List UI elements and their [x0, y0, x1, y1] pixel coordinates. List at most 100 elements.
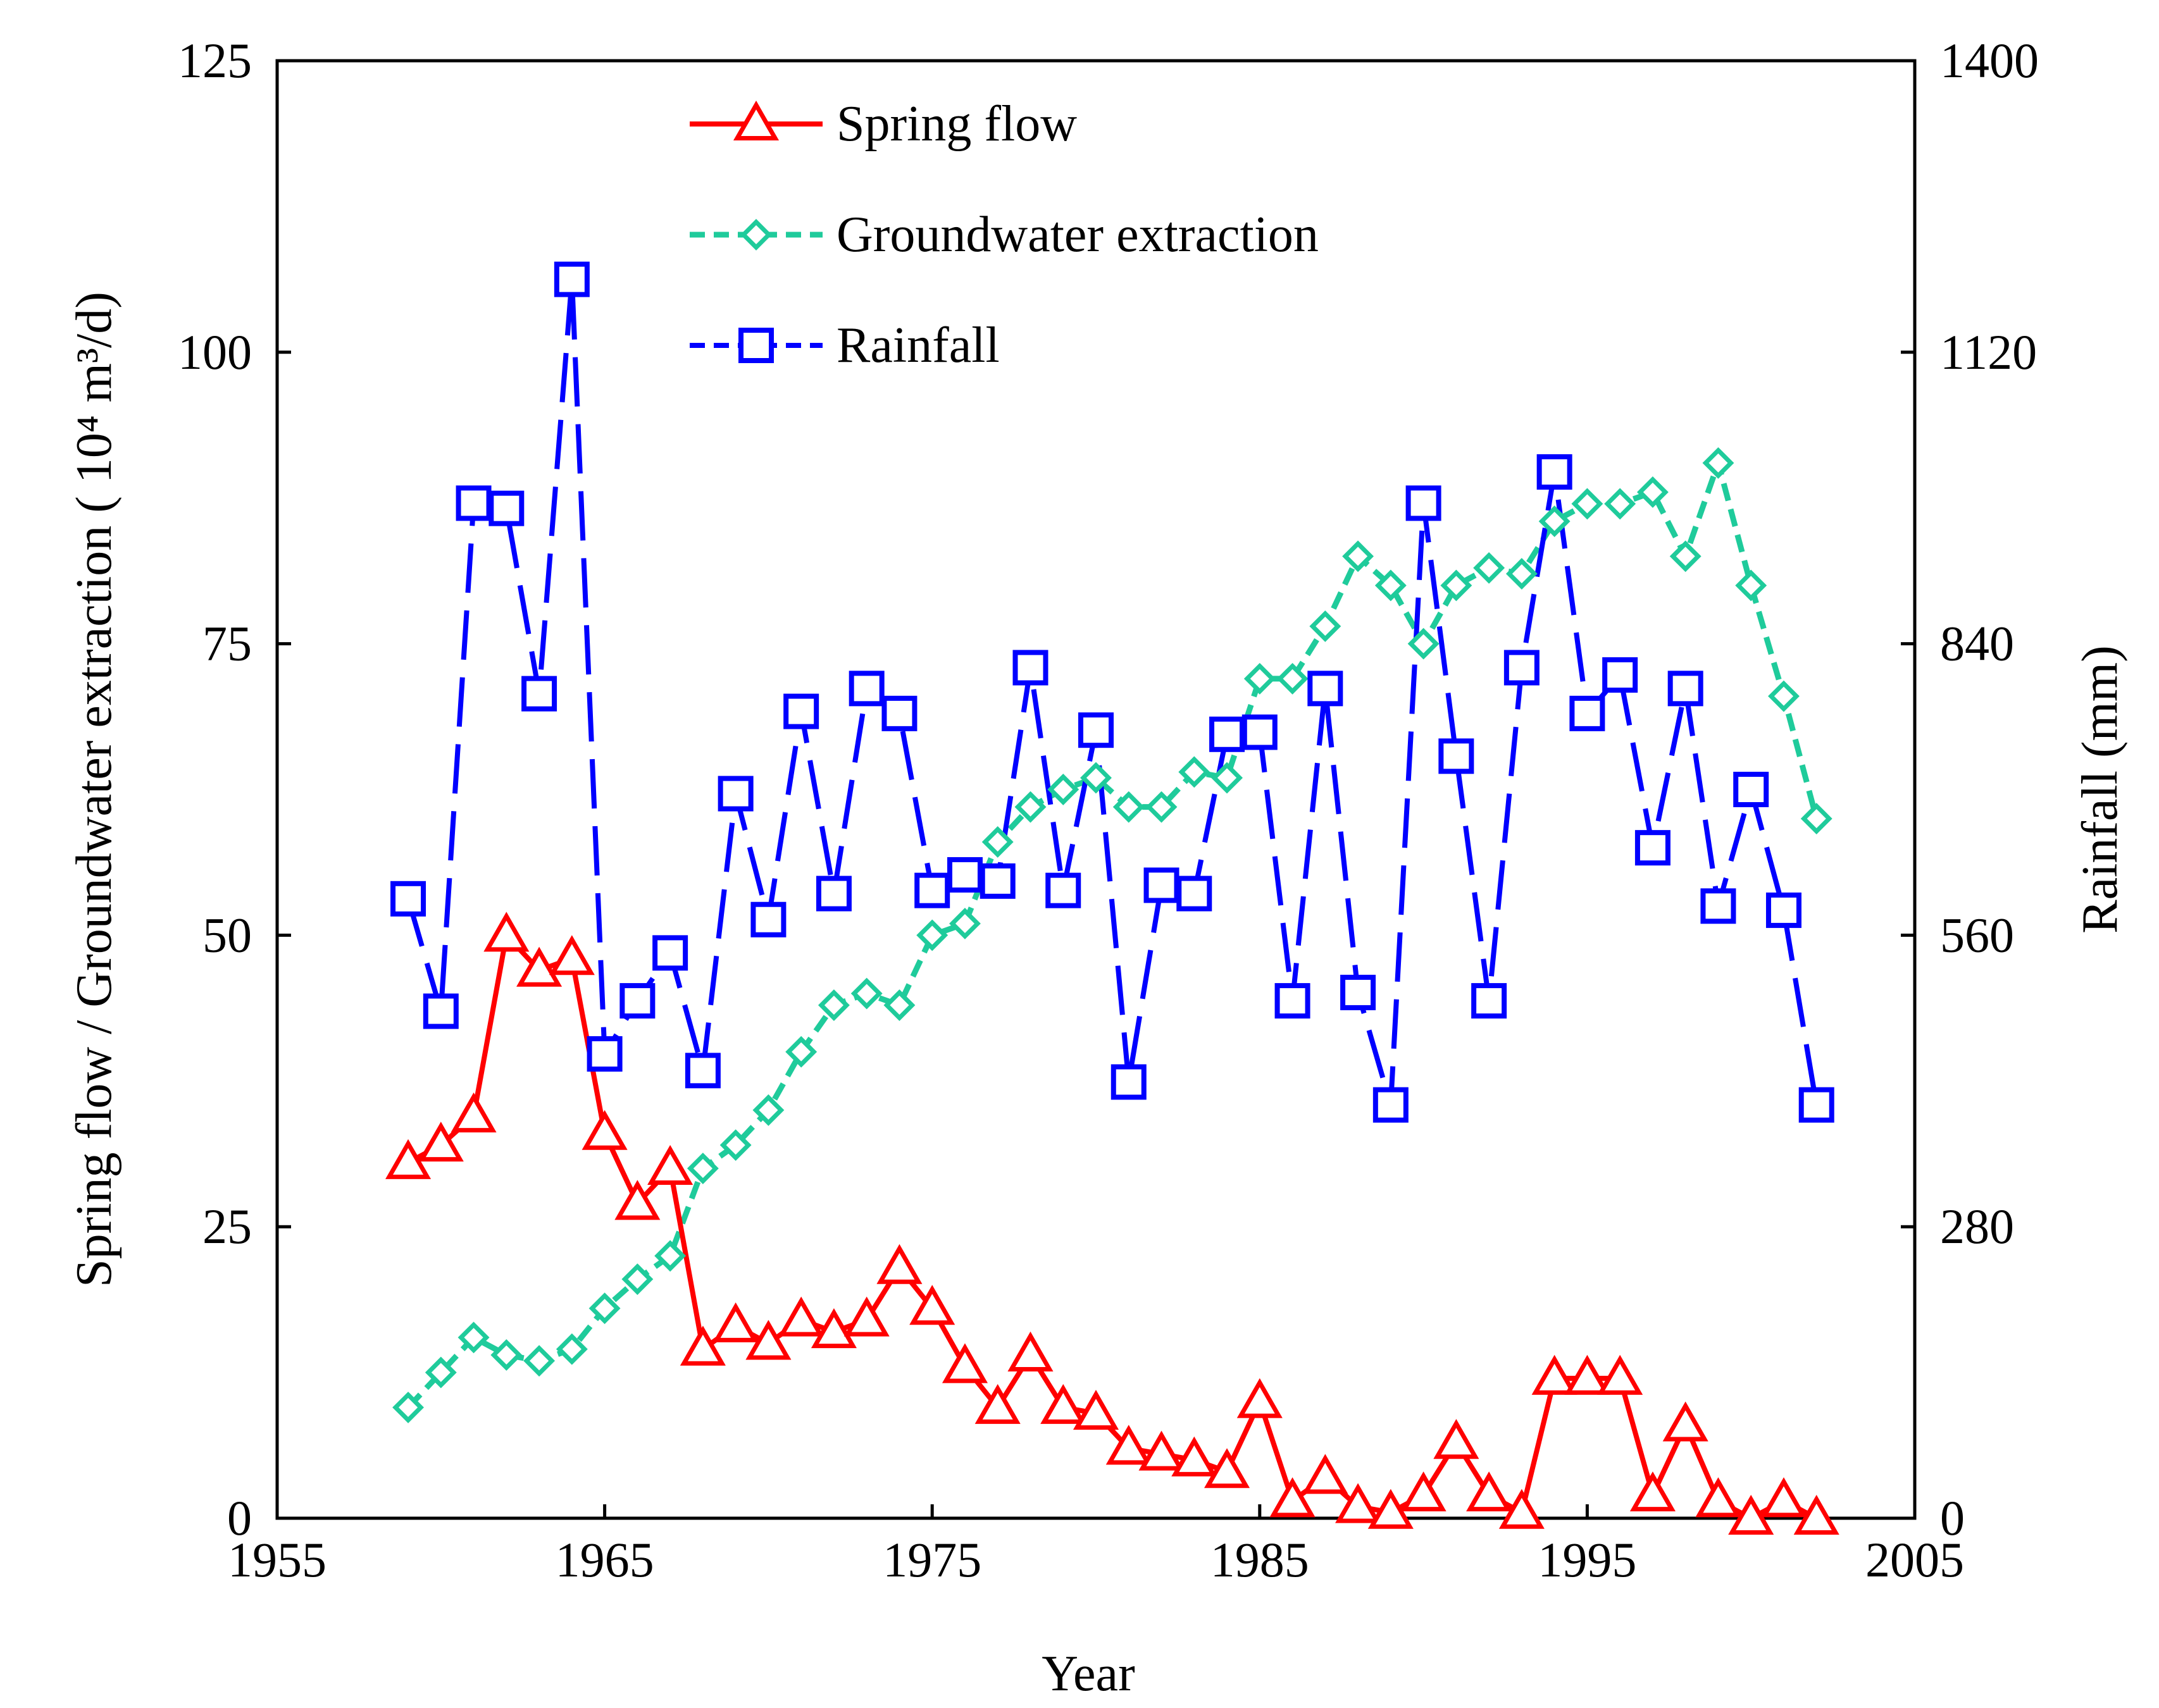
spring-flow-point [1040, 1383, 1086, 1424]
spring-flow-point [1335, 1483, 1381, 1523]
rainfall-point [1078, 712, 1114, 748]
spring-flow-point [1007, 1331, 1054, 1371]
spring-flow-point [712, 1302, 759, 1342]
spring-flow-point [614, 1180, 661, 1220]
groundwater-extraction-point [654, 1240, 687, 1272]
groundwater-extraction-point [1276, 662, 1309, 695]
groundwater-extraction-point [588, 1292, 621, 1325]
spring-flow-point [1138, 1430, 1185, 1471]
groundwater-extraction-point [1243, 662, 1276, 695]
spring-flow-point [549, 935, 595, 975]
spring-flow-point [451, 1092, 497, 1133]
spring-flow-point [1171, 1436, 1217, 1476]
rainfall-point [619, 983, 656, 1019]
groundwater-extraction-point [1604, 488, 1636, 520]
rainfall-point [1241, 714, 1278, 750]
groundwater-extraction-point [1768, 680, 1800, 712]
groundwater-extraction-point [1342, 540, 1374, 572]
rainfall-point [1733, 772, 1769, 807]
groundwater-extraction-point [1112, 791, 1145, 823]
groundwater-extraction-point [1702, 447, 1734, 479]
rainfall-point [554, 261, 590, 297]
spring-flow-point [811, 1308, 857, 1349]
groundwater-extraction-point [850, 977, 883, 1010]
groundwater-extraction-point [1080, 762, 1112, 794]
groundwater-extraction-point [687, 1153, 719, 1184]
spring-flow-point [680, 1325, 726, 1366]
rainfall-point [914, 872, 950, 908]
groundwater-extraction-point [1636, 476, 1669, 508]
legend-rainfall-marker [738, 328, 774, 363]
spring-flow-point [909, 1285, 955, 1325]
spring-flow-point [1564, 1354, 1610, 1395]
y-axis-left-title: Spring flow / Groundwater extraction ( 1… [66, 292, 122, 1287]
legend-groundwater-extraction-marker [740, 219, 772, 251]
rainfall-point [816, 876, 852, 912]
groundwater-extraction-point [719, 1129, 752, 1161]
spring-flow-point [1531, 1354, 1577, 1395]
groundwater-extraction-point [818, 989, 850, 1021]
rainfall-point [652, 935, 688, 971]
groundwater-extraction-point [1800, 803, 1832, 835]
groundwater-extraction-point [949, 908, 981, 939]
spring-flow-point [1760, 1477, 1807, 1518]
rainfall-point [1569, 695, 1605, 731]
x-tick-label: 2005 [1865, 1532, 1964, 1587]
groundwater-extraction-point [1440, 569, 1472, 602]
legend-spring-flow-label: Spring flow [837, 96, 1077, 152]
y-right-tick-label: 1400 [1940, 33, 2039, 88]
y-right-tick-label: 1120 [1940, 325, 2037, 380]
rainfall-point [1143, 867, 1179, 903]
y-right-tick-label: 560 [1940, 907, 2014, 962]
groundwater-extraction-point [1505, 558, 1538, 590]
spring-flow-point [1498, 1488, 1545, 1529]
rainfall-point [1372, 1087, 1409, 1123]
x-axis-title: Year [1042, 1646, 1135, 1702]
y-left-tick-label: 75 [202, 616, 252, 671]
y-left-tick-label: 125 [178, 33, 252, 88]
groundwater-extraction-point [1178, 756, 1210, 788]
spring-flow-point [1629, 1471, 1676, 1512]
marker-layer [385, 261, 1839, 1535]
y-right-tick-label: 280 [1940, 1199, 2014, 1254]
spring-flow-point [1073, 1390, 1119, 1430]
y-right-tick-label: 840 [1940, 616, 2014, 671]
rainfall-point [1471, 983, 1507, 1019]
rainfall-point [1176, 876, 1212, 912]
spring-flow-point [582, 1110, 628, 1150]
rainfall-point [1798, 1087, 1834, 1123]
groundwater-extraction-point [457, 1321, 490, 1354]
rainfall-point [521, 676, 557, 712]
groundwater-extraction-point [556, 1333, 588, 1365]
spring-flow-point [974, 1383, 1021, 1424]
spring-flow-point [1695, 1477, 1741, 1518]
spring-flow-point [843, 1296, 890, 1337]
x-tick-label: 1985 [1210, 1532, 1309, 1587]
rainfall-point [783, 693, 819, 729]
rainfall-point [1602, 657, 1638, 693]
spring-flow-point [1236, 1378, 1283, 1418]
groundwater-extraction-point [1473, 552, 1505, 584]
rainfall-point [849, 671, 885, 707]
spring-flow-point [385, 1139, 432, 1179]
x-tick-label: 1995 [1538, 1532, 1636, 1587]
rainfall-point [1634, 830, 1671, 866]
x-tick-label: 1965 [556, 1532, 654, 1587]
legend-rainfall-label: Rainfall [837, 318, 1000, 373]
groundwater-extraction-point [1407, 628, 1440, 660]
rainfall-point [456, 485, 492, 521]
rainfall-point [1307, 671, 1343, 707]
spring-flow-point [516, 946, 563, 987]
x-tick-label: 1975 [883, 1532, 981, 1587]
spring-flow-point [1728, 1494, 1774, 1535]
groundwater-extraction-point [916, 919, 949, 951]
y-right-tick-label: 0 [1940, 1490, 1965, 1545]
spring-flow-point [876, 1244, 923, 1284]
spring-flow-point [647, 1144, 694, 1185]
groundwater-extraction-point [1211, 762, 1243, 794]
rainfall-point [718, 776, 754, 812]
groundwater-extraction-point [1669, 540, 1702, 572]
groundwater-extraction-point [1145, 791, 1178, 823]
spring-flow-point [1269, 1477, 1316, 1518]
